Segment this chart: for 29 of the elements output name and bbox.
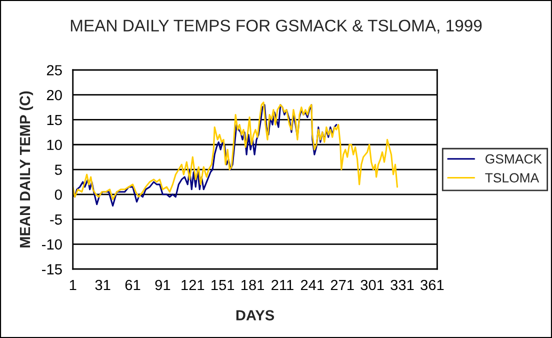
- y-tick-label: -15: [42, 264, 62, 274]
- x-tick-label: 121: [182, 280, 204, 290]
- x-tick-label: 151: [212, 280, 234, 290]
- x-tick-label: 301: [360, 280, 384, 290]
- y-axis-title: MEAN DAILY TEMP (C): [19, 91, 34, 248]
- x-tick-label: 1: [70, 280, 76, 290]
- y-tick-label: 25: [46, 65, 62, 76]
- x-axis-title: DAYS: [236, 310, 274, 320]
- legend-label: TSLOMA: [485, 173, 540, 182]
- x-tick-label: 331: [390, 280, 414, 290]
- line-series: [72, 102, 398, 200]
- x-tick-label: 31: [95, 280, 110, 290]
- chart-title: MEAN DAILY TEMPS FOR GSMACK & TSLOMA, 1999: [70, 20, 482, 34]
- y-tick-label: 15: [47, 114, 62, 126]
- y-tick-label: 5: [54, 164, 62, 175]
- y-tick-label: 10: [47, 140, 62, 150]
- y-tick-label: -10: [42, 239, 62, 250]
- y-tick-label: -5: [50, 214, 62, 225]
- x-tick-label: 211: [272, 280, 294, 290]
- x-tick-label: 241: [300, 280, 324, 290]
- legend-label: GSMACK: [486, 154, 542, 164]
- y-tick-label: 0: [54, 189, 62, 200]
- y-tick-label: 20: [46, 90, 62, 100]
- x-tick-label: 91: [155, 280, 170, 290]
- x-tick-label: 61: [125, 280, 140, 290]
- x-tick-label: 181: [241, 280, 264, 290]
- x-tick-label: 271: [330, 280, 354, 290]
- line-series: [72, 104, 338, 207]
- x-tick-label: 361: [420, 280, 444, 290]
